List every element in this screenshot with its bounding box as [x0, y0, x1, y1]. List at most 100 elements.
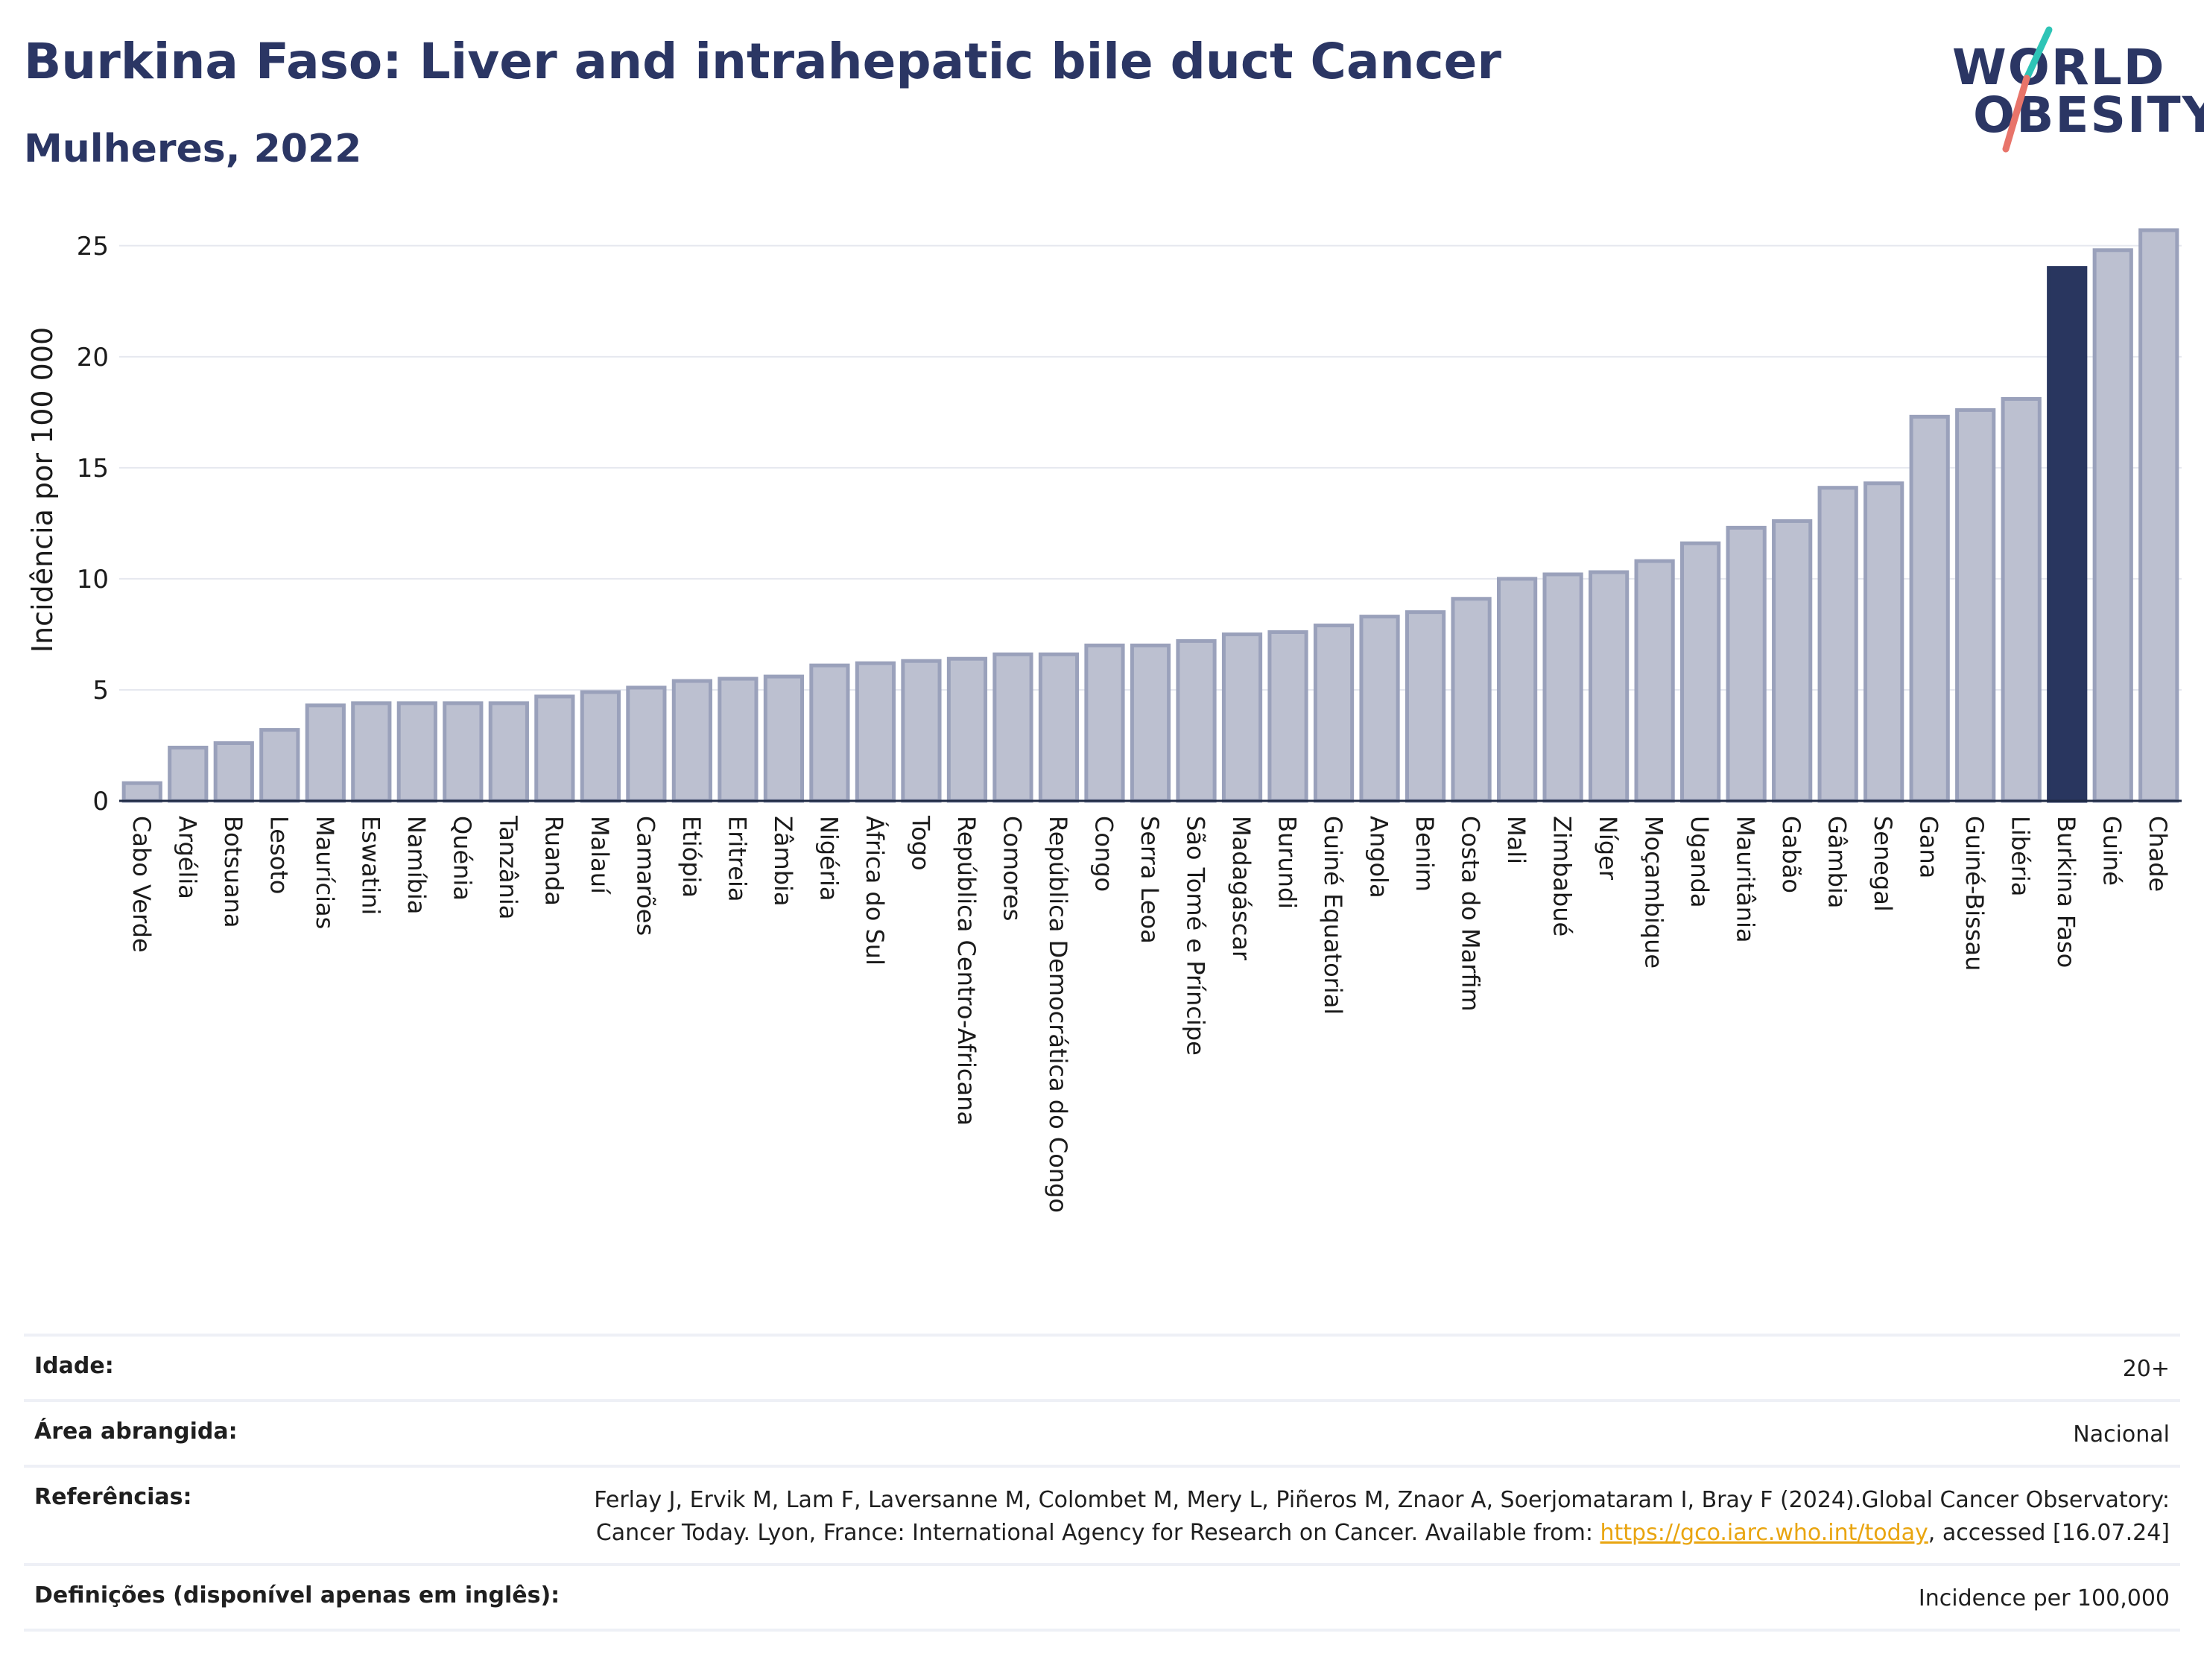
x-tick-label: Mauritânia	[1732, 816, 1760, 942]
x-tick-label: Chade	[2144, 816, 2172, 892]
x-tick-label: Guiné	[2098, 816, 2127, 886]
x-tick-labels: Cabo Verde Argélia Botsuana Lesoto Maurícias…	[127, 815, 2172, 1213]
bar-maurit-nia	[1726, 525, 1767, 803]
x-tick-label: Libéria	[2007, 816, 2035, 896]
bar-togo	[901, 659, 942, 803]
logo-slash-icon	[2002, 26, 2053, 153]
bar-guin-	[2092, 248, 2133, 803]
info-key: Referências:	[34, 1484, 192, 1510]
bar-mali	[1496, 577, 1538, 803]
bar-zimbabu-	[1542, 572, 1583, 803]
info-value: Incidence per 100,000	[1918, 1585, 2170, 1611]
x-tick-label: Mali	[1502, 816, 1530, 864]
x-tick-label: Botsuana	[219, 816, 247, 928]
x-tick-label: Serra Leoa	[1136, 816, 1164, 944]
bar-tanz-nia	[488, 701, 529, 803]
x-tick-label: Eswatini	[356, 816, 384, 915]
x-tick-label: Gâmbia	[1823, 816, 1852, 908]
bar-s-o-tom-e-pr-ncipe	[1176, 638, 1217, 803]
bar-rep-blica-democr-tica-do-congo	[1038, 652, 1080, 803]
info-row-age: Idade: 20+	[24, 1334, 2180, 1399]
info-row-area: Área abrangida: Nacional	[24, 1399, 2180, 1465]
bar-maur-cias	[305, 703, 346, 803]
x-tick-label: Lesoto	[265, 816, 293, 894]
y-tick-label: 5	[92, 676, 109, 706]
reference-accessed: , accessed [16.07.24]	[1928, 1520, 2170, 1546]
bar-costa-do-marfim	[1451, 597, 1492, 803]
bar-n-ger	[1589, 570, 1630, 803]
bar-arg-lia	[168, 745, 209, 803]
info-key: Idade:	[34, 1353, 114, 1379]
x-tick-label: São Tomé e Príncipe	[1182, 816, 1210, 1056]
bar-g-mbia	[1817, 486, 1858, 803]
bar-senegal	[1863, 481, 1904, 803]
bar-chart: 0 5 10 15 20 25 Cabo Verde Argélia Botsuana Leso…	[26, 228, 2182, 1213]
x-tick-label: Costa do Marfim	[1457, 816, 1485, 1012]
bar-chade	[2138, 228, 2179, 803]
x-tick-label: Níger	[1594, 816, 1622, 881]
y-tick-labels: 0 5 10 15 20 25	[77, 232, 109, 817]
bar-ruanda	[534, 694, 575, 803]
x-tick-label: Gabão	[1777, 816, 1805, 893]
x-tick-label: Zâmbia	[769, 816, 797, 907]
bar-z-mbia	[763, 674, 805, 803]
reference-text: Ferlay J, Ervik M, Lam F, Laversanne M, …	[594, 1487, 2170, 1546]
world-obesity-logo: WORLD OBESITY	[1945, 22, 2204, 156]
x-tick-label: Guiné-Bissau	[1960, 816, 1989, 971]
x-tick-label: Moçambique	[1640, 816, 1668, 969]
bar-serra-leoa	[1130, 643, 1171, 803]
bar-guin-bissau	[1955, 408, 1996, 803]
x-tick-label: Namíbia	[402, 816, 431, 914]
bar-burkina-faso	[2047, 266, 2088, 803]
bar-uganda	[1680, 541, 1721, 803]
reference-link[interactable]: https://gco.iarc.who.int/today	[1600, 1520, 1928, 1546]
x-tick-label: Guiné Equatorial	[1319, 816, 1347, 1015]
info-table: Idade: 20+ Área abrangida: Nacional Refe…	[24, 1334, 2180, 1632]
bar-malau-	[580, 690, 621, 803]
x-tick-label: Argélia	[173, 816, 201, 899]
bar-gana	[1909, 414, 1950, 803]
x-tick-label: Uganda	[1685, 816, 1714, 908]
bar-botsuana	[213, 741, 254, 803]
bar-lesoto	[259, 728, 300, 803]
x-tick-label: Tanzânia	[494, 815, 522, 919]
x-tick-label: Burundi	[1273, 816, 1302, 909]
x-tick-label: Madagáscar	[1227, 816, 1255, 961]
x-tick-label: Togo	[906, 815, 934, 871]
logo-line-1: WORLD	[1952, 39, 2166, 96]
bar-gab-o	[1772, 519, 1813, 803]
bar-qu-nia	[443, 701, 484, 803]
x-tick-label: Quénia	[448, 816, 476, 901]
bar-eswatini	[351, 701, 392, 803]
x-tick-label: Gana	[1915, 816, 1943, 878]
y-axis-label: Incidência por 100 000	[26, 327, 59, 653]
bar-nig-ria	[809, 663, 850, 803]
y-tick-label: 15	[77, 454, 109, 484]
x-tick-label: República Centro-Africana	[952, 816, 981, 1126]
info-value: 20+	[2122, 1356, 2170, 1382]
x-tick-label: Eritreia	[723, 816, 751, 901]
x-tick-label: África do Sul	[861, 816, 889, 966]
x-tick-label: Nigéria	[814, 816, 843, 901]
y-tick-label: 10	[77, 565, 109, 595]
bar-burundi	[1267, 630, 1308, 803]
y-tick-label: 25	[77, 232, 109, 261]
x-tick-label: Malauí	[586, 816, 614, 895]
bar-madag-scar	[1221, 632, 1263, 803]
bar-mo-ambique	[1634, 559, 1675, 803]
bar-comores	[992, 652, 1033, 803]
page-title: Burkina Faso: Liver and intrahepatic bil…	[24, 33, 1501, 90]
y-tick-label: 0	[92, 787, 109, 817]
bar-eritreia	[718, 676, 759, 803]
bar--frica-do-sul	[855, 661, 896, 803]
x-tick-label: República Democrática do Congo	[1044, 816, 1072, 1213]
bar-congo	[1084, 643, 1125, 803]
x-tick-label: Cabo Verde	[127, 816, 156, 953]
x-tick-label: Comores	[998, 816, 1026, 921]
bar-camar-es	[626, 685, 667, 803]
bar-rep-blica-centro-africana	[946, 656, 988, 803]
bar-angola	[1359, 615, 1400, 803]
x-tick-label: Burkina Faso	[2052, 816, 2080, 968]
x-tick-label: Camarões	[631, 816, 659, 936]
x-tick-label: Ruanda	[539, 816, 568, 906]
